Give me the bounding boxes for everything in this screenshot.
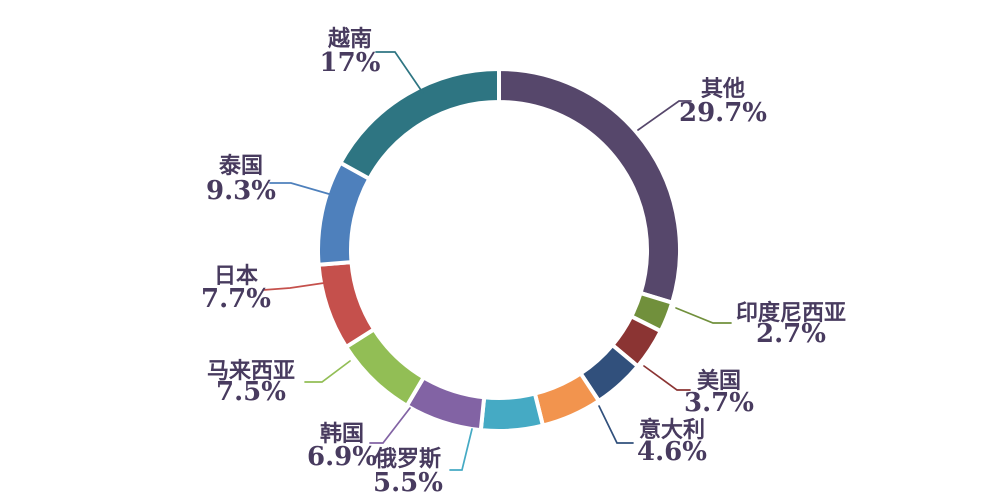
slice-label-japan: 日本 [214,263,258,289]
slice-value-russia: 5.5% [373,468,443,498]
donut-slice-vietnam [338,67,501,181]
slice-value-italy: 4.6% [637,437,707,467]
slice-value-japan: 7.7% [201,284,271,314]
slice-value-others: 29.7% [679,98,767,128]
leader-line-italy [598,405,634,444]
slice-value-usa: 3.7% [684,388,754,418]
leader-line-others [637,100,692,131]
leader-line-vietnam [375,51,424,94]
leader-line-indonesia [675,307,732,324]
donut-slice-japan [316,260,377,349]
slice-label-italy: 意大利 [639,417,705,443]
leader-line-japan [262,282,325,291]
slice-value-thailand: 9.3% [206,176,276,206]
slice-label-indonesia: 印度尼西亚 [736,300,846,326]
slice-label-south-korea: 韩国 [320,421,364,447]
slice-label-others: 其他 [701,76,745,102]
slice-label-thailand: 泰国 [218,153,263,179]
slice-value-malaysia: 7.5% [216,377,286,407]
slice-value-south-korea: 6.9% [307,442,377,472]
slice-label-vietnam: 越南 [327,26,372,52]
slice-label-russia: 俄罗斯 [374,446,441,472]
slice-value-vietnam: 17% [320,48,381,78]
leader-line-usa [643,365,691,391]
leader-line-south-korea [369,407,411,444]
slice-label-usa: 美国 [697,368,741,394]
slice-label-malaysia: 马来西亚 [207,358,295,384]
donut-slice-russia [478,391,545,433]
leader-line-malaysia [304,360,351,383]
donut-slice-thailand [316,160,372,267]
slice-value-indonesia: 2.7% [756,319,826,349]
leader-line-russia [449,428,473,471]
donut-slice-others [497,67,682,305]
leader-line-thailand [269,182,330,195]
